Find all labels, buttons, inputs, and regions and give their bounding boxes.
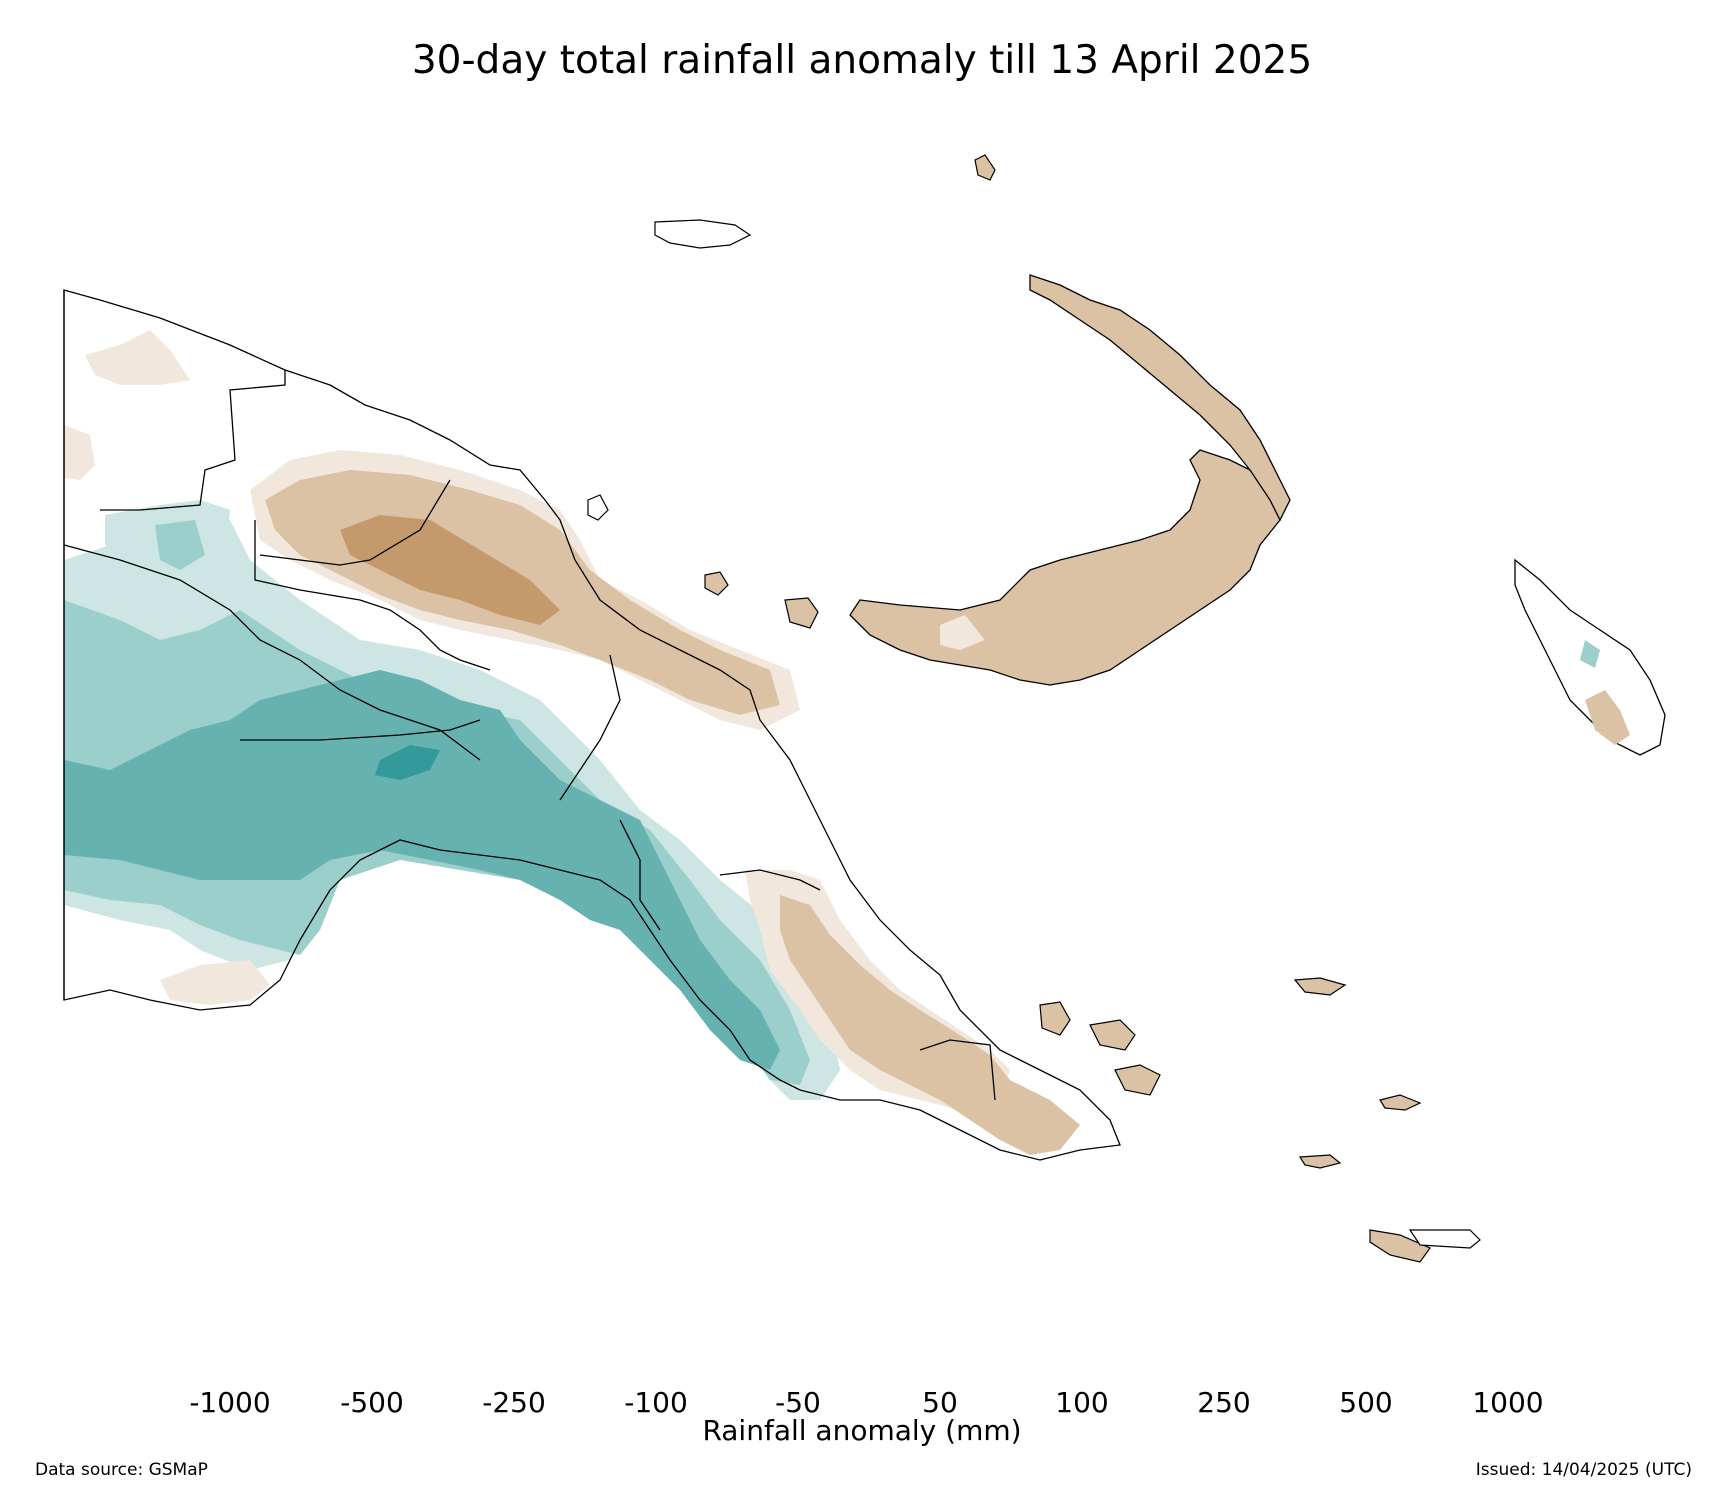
- anomaly-250-500-west: [64, 670, 780, 1070]
- anomaly-neg100-250-se: [780, 895, 1080, 1155]
- colorbar-label: Rainfall anomaly (mm): [702, 1414, 1022, 1447]
- coastline-borders: [63, 289, 1121, 1161]
- long-island: [704, 571, 729, 596]
- new-britain-lighter: [940, 615, 985, 650]
- colorbar-tick: -100: [624, 1386, 688, 1419]
- mainland-fills: [64, 290, 1120, 1160]
- mussau-island: [974, 154, 996, 181]
- rainfall-anomaly-map: [63, 154, 1666, 1263]
- province-border-gulf: [619, 819, 661, 931]
- data-source: Data source: GSMaP: [35, 1460, 208, 1480]
- anomaly-neg50-100-nw: [85, 330, 190, 385]
- colorbar-tick: -50: [775, 1386, 821, 1419]
- dentrecasteaux-fergusson: [1089, 1019, 1136, 1051]
- new-britain-land: [849, 449, 1286, 686]
- mainland-coastline: [63, 289, 1121, 1161]
- dentrecasteaux-normanby: [1114, 1064, 1161, 1096]
- province-border-west: [63, 544, 481, 761]
- province-border-north: [254, 520, 491, 671]
- anomaly-neg50-100-west-edge: [64, 425, 95, 480]
- umboi-island: [784, 597, 819, 629]
- colorbar-tick: -1000: [189, 1386, 271, 1419]
- new-britain: [849, 449, 1286, 686]
- misima-island: [1298, 1154, 1342, 1169]
- issued-date: Issued: 14/04/2025 (UTC): [1475, 1460, 1692, 1480]
- province-border-morobe: [719, 869, 821, 891]
- colorbar-tick: -250: [482, 1386, 546, 1419]
- northern-islands: [587, 154, 1481, 1263]
- small-island-n1: [1408, 1229, 1481, 1249]
- anomaly-500-1000-west: [375, 745, 440, 780]
- province-border-oro: [919, 1039, 996, 1101]
- karkar-island: [587, 494, 609, 521]
- anomaly-neg250-500-north: [340, 515, 560, 625]
- bougainville-neg: [1585, 690, 1630, 745]
- trobriand-island: [1293, 977, 1347, 996]
- woodlark-island: [1379, 1094, 1422, 1111]
- bougainville-pos: [1580, 640, 1600, 668]
- colorbar-tick: 1000: [1472, 1386, 1544, 1419]
- colorbar-tick: -500: [340, 1386, 404, 1419]
- new-ireland-land: [1029, 274, 1291, 522]
- colorbar-tick: 100: [1055, 1386, 1109, 1419]
- colorbar-tick: 250: [1197, 1386, 1251, 1419]
- province-border-madang: [559, 654, 621, 801]
- province-border-central: [259, 479, 451, 566]
- map-title: 30-day total rainfall anomaly till 13 Ap…: [411, 38, 1313, 83]
- manus-island: [654, 219, 752, 249]
- dentrecasteaux-goodenough: [1039, 1001, 1071, 1036]
- province-border-highlands: [240, 719, 481, 741]
- bougainville: [1514, 558, 1666, 756]
- colorbar-tick: 500: [1339, 1386, 1393, 1419]
- anomaly-neg50-100-south: [160, 960, 270, 1005]
- province-border-sepik: [100, 370, 286, 511]
- rossel-tagula-island: [1369, 1229, 1431, 1263]
- colorbar-tick: 50: [922, 1386, 958, 1419]
- new-ireland: [1029, 274, 1291, 522]
- anomaly-100-250-nw-teal: [155, 520, 205, 570]
